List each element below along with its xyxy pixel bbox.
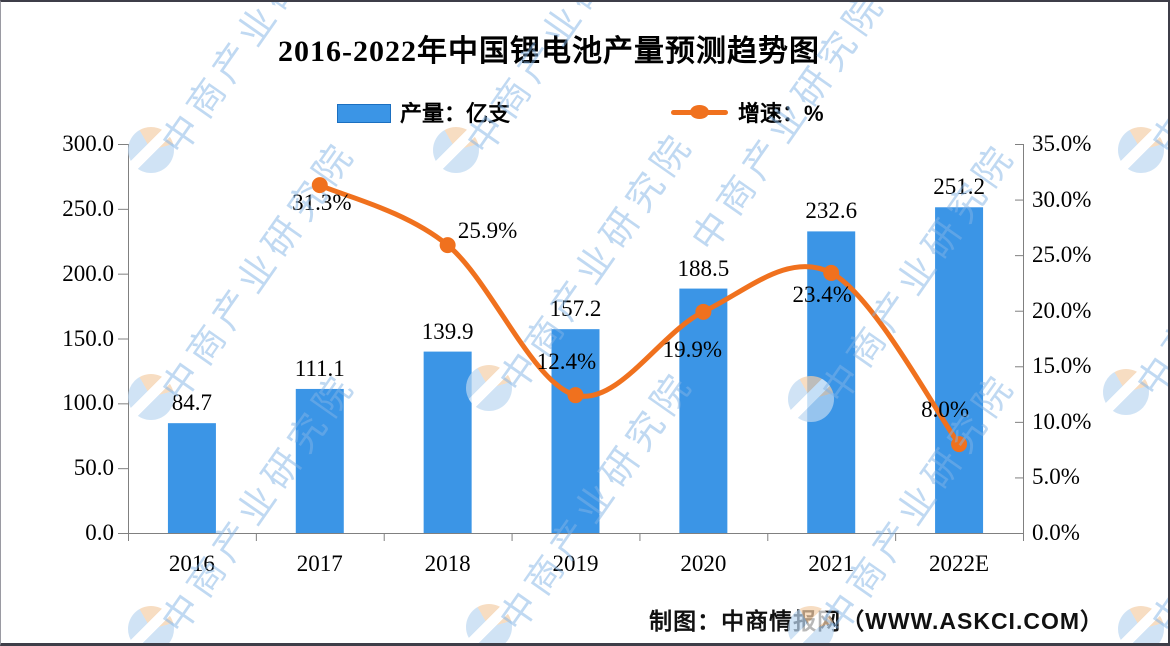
line-marker-2021 xyxy=(823,264,840,281)
chart-title: 2016-2022年中国锂电池产量预测趋势图 xyxy=(278,35,820,68)
left-axis-tick-label: 0.0 xyxy=(85,520,114,545)
x-axis-label-2016: 2016 xyxy=(168,551,215,576)
right-axis-tick-label: 15.0% xyxy=(1032,353,1092,379)
left-axis-tick-label: 100.0 xyxy=(62,390,114,416)
bar-value-label: 84.7 xyxy=(171,390,213,416)
line-marker-2019 xyxy=(567,387,584,404)
left-axis-tick-label: 250.0 xyxy=(62,195,114,221)
x-axis-label-2018: 2018 xyxy=(424,551,471,576)
right-axis-tick-label: 35.0% xyxy=(1032,131,1092,156)
bar-2019 xyxy=(551,329,600,533)
bar-2017 xyxy=(295,388,344,533)
line-marker-2017 xyxy=(311,177,328,194)
x-axis-label-2017: 2017 xyxy=(296,551,343,576)
bar-2020 xyxy=(679,288,728,533)
x-axis-label-2019: 2019 xyxy=(552,551,599,576)
x-axis-label-2021: 2021 xyxy=(808,551,855,576)
bar-value-label: 111.1 xyxy=(294,355,345,381)
left-axis-tick-label: 200.0 xyxy=(62,260,114,286)
bar-value-label: 157.2 xyxy=(549,296,602,322)
right-axis-tick-label: 10.0% xyxy=(1032,408,1092,434)
bar-value-label: 139.9 xyxy=(421,318,474,344)
legend-line-marker-icon xyxy=(690,105,709,119)
left-axis-tick-label: 150.0 xyxy=(62,325,114,351)
left-axis-tick-label: 300.0 xyxy=(62,131,114,156)
line-value-label: 19.9% xyxy=(662,336,723,362)
bar-2018 xyxy=(423,351,472,533)
bar-2022E xyxy=(935,207,984,533)
right-axis-tick-label: 0.0% xyxy=(1032,520,1080,545)
right-axis-tick-label: 30.0% xyxy=(1032,186,1092,212)
line-value-label: 31.3% xyxy=(292,190,352,216)
bar-2016 xyxy=(167,423,216,533)
line-value-label: 12.4% xyxy=(536,349,597,375)
bar-value-label: 251.2 xyxy=(933,174,985,200)
bar-value-label: 188.5 xyxy=(677,255,730,281)
legend-bar-swatch xyxy=(337,104,391,123)
source-credit: 制图：中商情报网（WWW.ASKCI.COM） xyxy=(649,608,1104,634)
line-marker-2018 xyxy=(439,237,456,254)
legend-line-label: 增速：% xyxy=(738,101,824,126)
right-axis-tick-label: 20.0% xyxy=(1032,297,1092,323)
line-marker-2022E xyxy=(951,436,968,453)
bar-value-label: 232.6 xyxy=(805,198,858,224)
x-axis-label-2020: 2020 xyxy=(680,551,727,576)
right-axis-tick-label: 5.0% xyxy=(1032,464,1080,490)
line-value-label: 23.4% xyxy=(792,281,852,307)
legend-bar-label: 产量：亿支 xyxy=(400,101,511,126)
line-value-label: 25.9% xyxy=(457,218,518,244)
left-axis-tick-label: 50.0 xyxy=(73,455,114,481)
line-value-label: 8.0% xyxy=(921,397,970,423)
growth-line xyxy=(317,182,962,447)
x-axis-label-2022E: 2022E xyxy=(929,551,990,576)
line-marker-2020 xyxy=(695,303,712,320)
right-axis-tick-label: 25.0% xyxy=(1032,242,1092,268)
